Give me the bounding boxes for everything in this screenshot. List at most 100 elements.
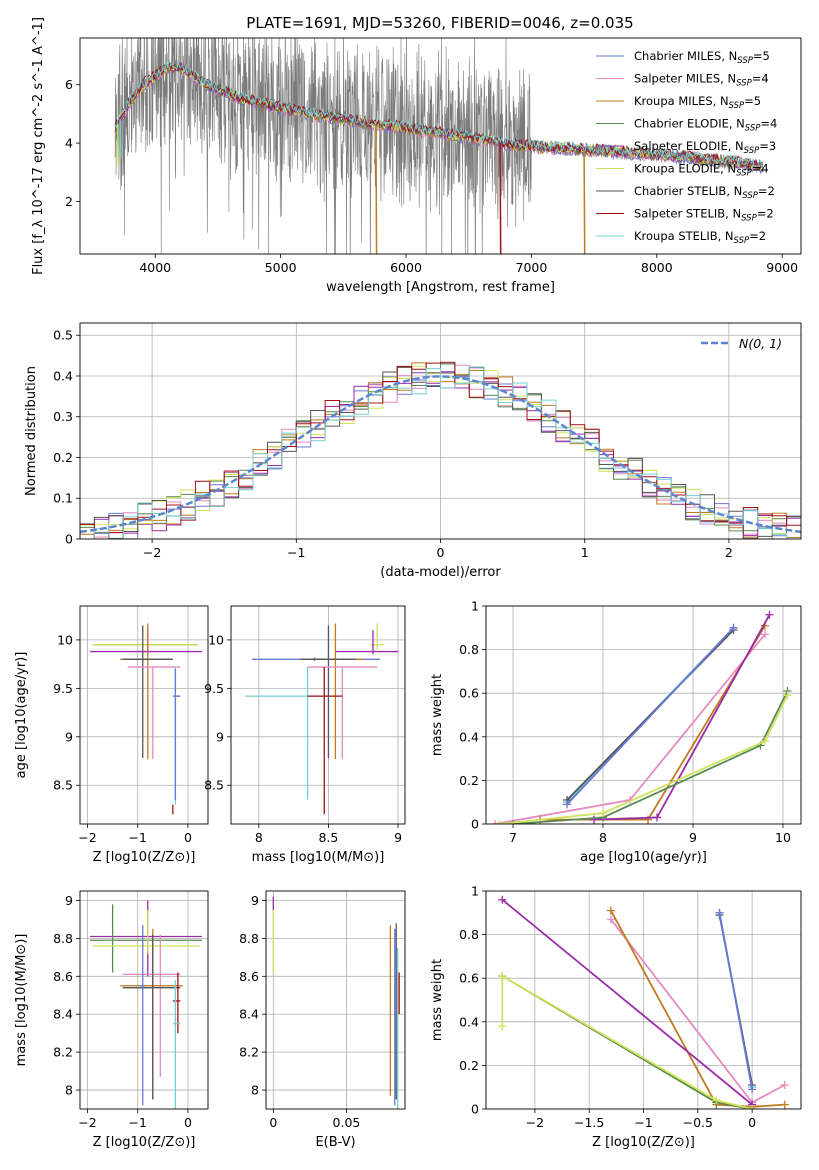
weight-point-marker	[761, 630, 769, 639]
errorbar-point	[92, 909, 201, 954]
legend-entry: Salpeter ELODIE, NSSP=3	[634, 139, 776, 156]
weight-series-line	[566, 627, 735, 806]
y-tick-label: 8.4	[53, 1007, 73, 1022]
weight-point-marker	[765, 610, 774, 619]
model-spectrum-line	[114, 60, 763, 170]
weight-point-marker	[729, 623, 738, 632]
x-tick-label: 8	[599, 830, 607, 845]
y-tick-label: 0.3	[53, 409, 73, 424]
x-tick-label: 8	[255, 830, 263, 845]
legend-entry: Salpeter STELIB, NSSP=2	[634, 207, 774, 224]
x-tick-label: −1	[634, 1115, 652, 1130]
weight_vs_age-panel: 7 8 9 10 0 0.2 0.4 0.6 0.8 1 age [log10(age/yr)] ma…	[430, 599, 802, 865]
model-dip	[116, 123, 119, 167]
weight-series-line	[718, 912, 753, 1090]
age_vs_Z-plot-area	[80, 606, 208, 824]
errorbar-point	[172, 980, 181, 1109]
weight-series-line	[499, 695, 789, 824]
age_vs_mass-plot-area	[231, 606, 405, 824]
x-tick-label: −2	[78, 1115, 96, 1130]
y-tick-label: 0.4	[53, 368, 73, 383]
residual-histogram	[80, 361, 801, 539]
x-tick-label: 9	[394, 830, 402, 845]
spectrum-plot-area	[114, 38, 764, 254]
y-tick-label: 8.5	[204, 778, 224, 793]
weight-point-marker	[498, 895, 507, 904]
mass_vs_ebv-panel: 0 0.05 8 8.2 8.4 8.6 8.8 9 E(B-V)	[239, 890, 406, 1150]
age_vs_Z-frame	[79, 605, 209, 825]
weight_vs_Z-xlabel: Z [log10(Z/Z⊙)]	[592, 1135, 695, 1150]
y-tick-label: 9	[251, 893, 259, 908]
x-tick-label: 1	[581, 545, 589, 560]
y-tick-label: 0.2	[459, 773, 479, 788]
mass_vs_Z-ylabel: mass [log10(M/M⊙)]	[14, 934, 29, 1067]
errorbar-point	[122, 934, 181, 1077]
x-tick-label: 2	[725, 545, 733, 560]
legend-entry: Kroupa ELODIE, NSSP=4	[634, 162, 769, 179]
legend-entry: Kroupa STELIB, NSSP=2	[634, 229, 766, 246]
x-tick-label: −2	[143, 545, 161, 560]
spectrum-legend: Chabrier MILES, NSSP=5 Salpeter MILES, NS…	[596, 49, 777, 246]
residuals-plot-area	[80, 323, 801, 539]
spectrum-ylabel: Flux [f_λ 10^-17 erg cm^-2 s^-1 A^-1]	[31, 17, 46, 275]
spectrum-frame	[79, 37, 802, 255]
weight-point-marker	[599, 809, 607, 818]
y-tick-label: 0.6	[459, 686, 479, 701]
x-tick-label: −1.5	[574, 1115, 604, 1130]
x-tick-label: 8000	[641, 260, 673, 275]
y-tick-label: 4	[65, 136, 73, 151]
errorbar-point	[122, 934, 181, 1100]
x-tick-label: 4000	[139, 260, 171, 275]
x-tick-label: 0	[437, 545, 445, 560]
age_vs_Z-panel: −2 −1 0 8.5 9 9.5 10 Z [log10(Z/Z⊙)] age [log10(…	[14, 605, 209, 865]
mass_vs_Z-plot-area	[80, 891, 208, 1109]
weight-point-marker	[491, 820, 499, 824]
model-dip	[375, 124, 378, 254]
x-tick-label: 0	[184, 830, 192, 845]
errorbar-point	[140, 925, 146, 1106]
errorbar-point	[300, 625, 357, 759]
x-tick-label: 9	[689, 830, 697, 845]
y-tick-label: 9	[65, 893, 73, 908]
y-tick-label: 0	[65, 532, 73, 547]
y-tick-label: 8	[251, 1083, 259, 1098]
weight-point-marker	[563, 800, 571, 809]
y-tick-label: 8	[65, 1083, 73, 1098]
y-tick-label: 0.2	[53, 450, 73, 465]
age_vs_mass-xlabel: mass [log10(M/M⊙)]	[252, 850, 385, 865]
age_vs_Z-xlabel: Z [log10(Z/Z⊙)]	[93, 850, 196, 865]
x-tick-label: −1	[287, 545, 305, 560]
mass_vs_Z-frame	[79, 890, 209, 1110]
spectrum-panel: 4000 5000 6000 7000 8000 9000 2 4 6 wavelength [A…	[31, 17, 802, 295]
weight-point-marker	[606, 906, 615, 915]
mass_vs_Z-xlabel: Z [log10(Z/Z⊙)]	[93, 1135, 196, 1150]
y-tick-label: 6	[65, 77, 73, 92]
age_vs_mass-panel: 8 8.5 9 8.5 9 9.5 10 mass [log10(M/M⊙)]	[204, 605, 406, 865]
y-tick-label: 8.5	[53, 778, 73, 793]
x-tick-label: −2	[526, 1115, 544, 1130]
x-tick-label: 6000	[390, 260, 422, 275]
weight-point-marker	[653, 813, 661, 822]
residuals-panel: −2 −1 0 1 2 0 0.1 0.2 0.3 0.4 0.5 (data-model)/erro…	[24, 322, 802, 580]
y-tick-label: 0	[471, 817, 479, 832]
errorbar-point	[122, 625, 173, 759]
y-tick-label: 9	[65, 729, 73, 744]
errorbar-point	[307, 667, 343, 815]
weight-point-marker	[606, 915, 615, 924]
y-tick-label: 8.6	[239, 969, 259, 984]
residuals-xlabel: (data-model)/error	[380, 565, 501, 580]
y-tick-label: 9.5	[53, 681, 73, 696]
weight_vs_age-frame	[485, 605, 802, 825]
y-tick-label: 0.8	[459, 642, 479, 657]
x-tick-label: −0.5	[683, 1115, 713, 1130]
legend-entry: Chabrier ELODIE, NSSP=4	[634, 117, 777, 134]
x-tick-label: 0.05	[333, 1115, 361, 1130]
y-tick-label: 0.6	[459, 971, 479, 986]
model-spectrum-line	[114, 61, 763, 171]
age_vs_mass-frame	[230, 605, 406, 825]
weight_vs_age-plot-area	[486, 606, 801, 824]
legend-entry: Salpeter MILES, NSSP=4	[634, 72, 769, 89]
age_vs_Z-ylabel: age [log10(age/yr)]	[14, 652, 29, 779]
x-tick-label: 8.5	[318, 830, 338, 845]
y-tick-label: 9.5	[204, 681, 224, 696]
